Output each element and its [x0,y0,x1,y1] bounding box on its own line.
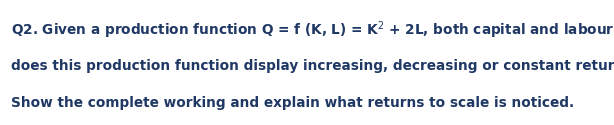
Text: does this production function display increasing, decreasing or constant returns: does this production function display in… [11,59,614,73]
Text: Show the complete working and explain what returns to scale is noticed.: Show the complete working and explain wh… [11,96,574,110]
Text: Q2. Given a production function Q = f (K, L) = K$^2$ + 2L, both capital and labo: Q2. Given a production function Q = f (K… [11,19,614,41]
